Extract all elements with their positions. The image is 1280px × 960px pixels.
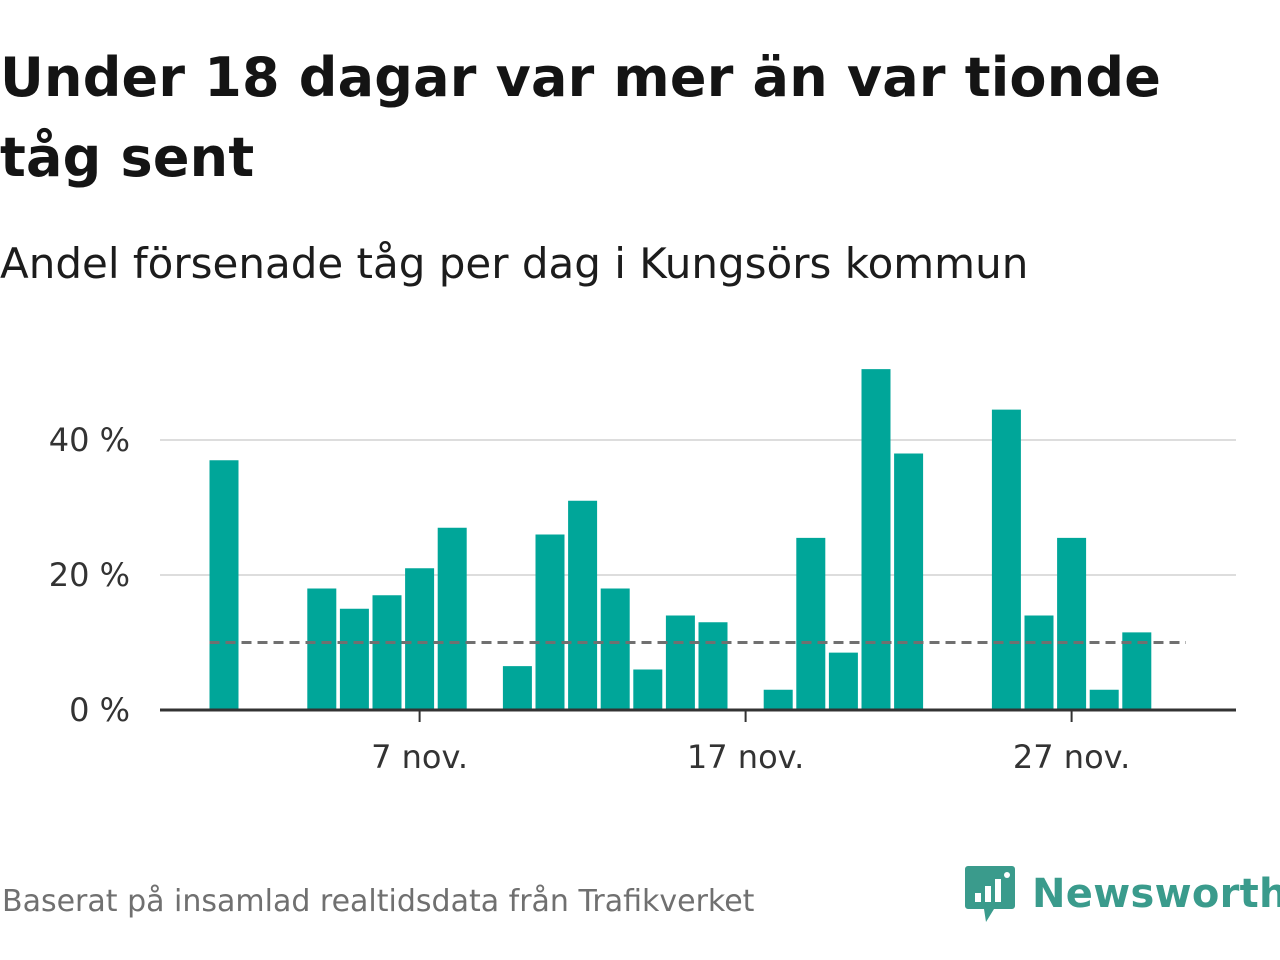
bar xyxy=(405,568,435,710)
bar xyxy=(1089,689,1119,710)
bar xyxy=(665,615,695,710)
chart-title: Under 18 dagar var mer än var tionde tåg… xyxy=(0,46,1162,189)
bar xyxy=(633,669,663,710)
y-tick-label: 40 % xyxy=(49,421,130,459)
tick-labels: 0 % 20 % 40 % 7 nov. 17 nov. 27 nov. xyxy=(49,421,1131,776)
y-tick-label: 0 % xyxy=(69,691,130,729)
bar xyxy=(307,588,337,710)
bar xyxy=(1024,615,1054,710)
x-tick-label: 27 nov. xyxy=(1013,738,1130,776)
bar xyxy=(894,453,924,710)
bar xyxy=(698,622,728,710)
bars xyxy=(209,369,1152,710)
bar xyxy=(600,588,630,710)
bar xyxy=(209,460,239,710)
bar xyxy=(763,689,793,710)
y-tick-label: 20 % xyxy=(49,556,130,594)
brand-logo: Newsworthy xyxy=(964,862,1280,926)
bar xyxy=(568,500,598,710)
source-note: Baserat på insamlad realtidsdata från Tr… xyxy=(2,884,755,919)
bar xyxy=(796,537,826,710)
chart-subtitle: Andel försenade tåg per dag i Kungsörs k… xyxy=(0,239,1029,288)
bar xyxy=(535,534,565,710)
bar xyxy=(372,595,402,710)
x-tick-label: 7 nov. xyxy=(371,738,468,776)
bar xyxy=(339,608,369,710)
bar xyxy=(1122,632,1152,710)
bar xyxy=(861,369,891,710)
gridlines xyxy=(160,439,1236,576)
bar xyxy=(828,652,858,710)
newsworthy-logo-icon xyxy=(965,866,1015,922)
bar xyxy=(437,527,467,710)
axes xyxy=(160,708,1236,722)
x-tick-label: 17 nov. xyxy=(687,738,804,776)
bar xyxy=(1057,537,1087,710)
bar-chart: 0 % 20 % 40 % 7 nov. 17 nov. 27 nov. xyxy=(49,369,1236,776)
bar xyxy=(991,409,1021,710)
brand-name: Newsworthy xyxy=(1032,871,1280,917)
bar xyxy=(502,666,532,710)
